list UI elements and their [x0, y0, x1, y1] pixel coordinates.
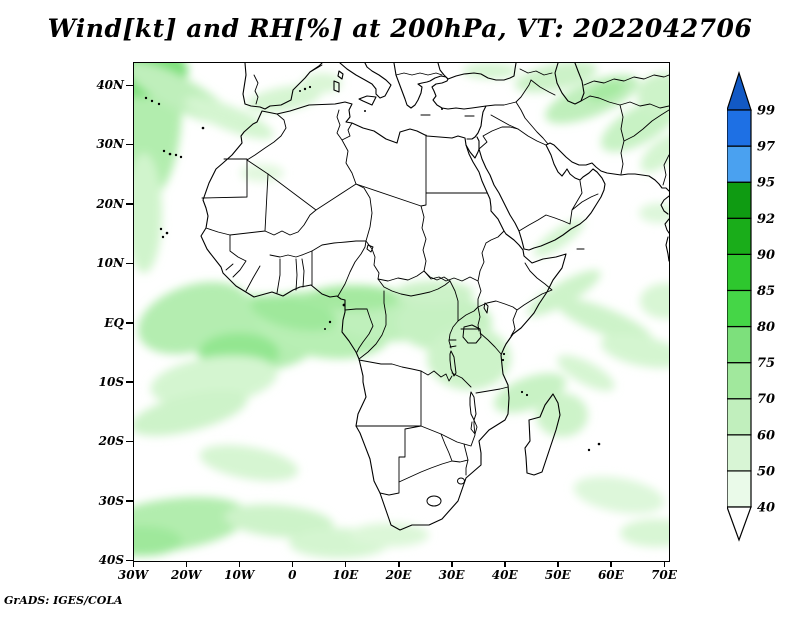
colorbar-top-arrow [726, 71, 752, 111]
colorbar-tick-label: 92 [757, 212, 775, 227]
colorbar-bottom-arrow [726, 506, 752, 542]
colorbar-segment [726, 109, 752, 147]
swaziland-border [457, 477, 465, 485]
colorbar-tick-label: 85 [757, 284, 775, 299]
lat-tick-label: 40S [98, 553, 124, 567]
colorbar-segment [726, 470, 752, 508]
lon-tick-mark [238, 561, 241, 567]
lon-tick-label: 60E [597, 568, 624, 582]
colorbar-segment [726, 145, 752, 183]
lon-tick-label: 30W [117, 568, 149, 582]
lon-tick-label: 10E [332, 568, 359, 582]
country-borders [201, 64, 669, 496]
colorbar-tick-label: 97 [757, 140, 775, 155]
lat-tick-label: 30N [96, 137, 124, 152]
lat-tick-mark [126, 262, 133, 265]
india-coast-fragment2 [664, 218, 669, 262]
italy-coastline [339, 63, 392, 99]
colorbar-tick-label: 75 [757, 356, 775, 371]
lat-tick-mark [126, 381, 133, 383]
lon-tick-mark [504, 561, 506, 567]
lon-tick-mark [291, 561, 294, 567]
india-coast-fragment [660, 195, 669, 215]
colorbar-segment [726, 253, 752, 292]
lon-tick-label: 20E [385, 568, 412, 582]
lon-tick-mark [610, 561, 612, 567]
lake-tanganyika [449, 350, 457, 377]
lesotho-border [426, 495, 442, 507]
lon-tick-mark [398, 561, 400, 567]
rh-shading [134, 63, 669, 558]
lon-tick-label: 20W [171, 568, 202, 582]
lon-tick-label: 70E [651, 568, 677, 582]
africa-coastline [200, 101, 567, 531]
colorbar-segment [726, 434, 752, 472]
colorbar-segment [726, 325, 752, 364]
caspian-sea [554, 63, 585, 105]
lat-tick-label: 10S [98, 374, 124, 389]
colorbar-tick-label: 90 [757, 248, 775, 263]
madagascar-coastline [524, 393, 561, 476]
colorbar-segment [726, 289, 752, 328]
colorbar-tick-label: 60 [757, 428, 775, 443]
iberia-coastline [242, 63, 323, 110]
lon-tick-mark [185, 561, 188, 567]
colorbar-segment [726, 398, 752, 436]
lake-malawi [469, 391, 477, 421]
lat-tick-label: 20N [96, 196, 124, 211]
lat-tick-label: 20S [98, 434, 124, 449]
colorbar-tick-label: 80 [757, 320, 775, 335]
colorbar-tick-label: 95 [757, 176, 775, 191]
grads-credit: GrADS: IGES/COLA [4, 594, 123, 607]
lat-tick-mark [126, 203, 133, 205]
lakes [366, 244, 489, 507]
lat-tick-mark [126, 322, 133, 324]
lat-tick-label: 30S [98, 493, 124, 508]
page-title: Wind[kt] and RH[%] at 200hPa, VT: 202204… [47, 14, 753, 43]
balkans-coastline [393, 63, 449, 109]
colorbar-segment [726, 217, 752, 255]
lat-tick-mark [126, 559, 133, 561]
arabia-coastline [478, 142, 669, 251]
lat-tick-label: 10N [96, 256, 124, 271]
colorbar-tick-label: 40 [757, 501, 775, 516]
colorbar-tick-label: 70 [757, 392, 775, 407]
colorbar-segment [726, 181, 752, 219]
colorbar-svg: 40 50 60 70 75 80 85 90 92 95 97 99 [726, 71, 775, 542]
lat-tick-label: EQ [104, 315, 124, 330]
lon-tick-label: 40E [491, 568, 518, 582]
lon-tick-mark [557, 561, 559, 567]
black-sea-south-coast [447, 63, 517, 81]
sardinia [333, 80, 340, 93]
lon-tick-label: 10W [224, 568, 255, 582]
colorbar-tick-label: 99 [757, 104, 775, 119]
islands [144, 85, 601, 452]
lat-tick-mark [126, 440, 133, 443]
lon-tick-label: 0 [288, 568, 297, 582]
lon-tick-label: 30E [438, 568, 465, 582]
map-plot-area [133, 62, 670, 562]
lake-victoria [462, 324, 482, 344]
colorbar-tick-label: 50 [757, 464, 775, 479]
lon-tick-mark [344, 561, 347, 567]
lat-tick-mark [126, 500, 133, 502]
sicily [358, 95, 377, 106]
lake-turkana [483, 302, 489, 314]
lon-tick-label: 50E [544, 568, 571, 582]
lat-tick-mark [126, 143, 133, 146]
lat-tick-label: 40N [96, 78, 124, 92]
lon-tick-mark [663, 561, 665, 567]
lat-tick-mark [126, 84, 133, 86]
corsica [337, 70, 344, 80]
rh-colorbar: 40 50 60 70 75 80 85 90 92 95 97 99 [726, 70, 791, 550]
lon-tick-mark [451, 561, 453, 567]
anatolia-levant-coastline [431, 63, 487, 140]
lake-chad [366, 244, 374, 253]
lon-tick-mark [132, 561, 134, 567]
coastlines [200, 63, 669, 531]
sinai-coastline [465, 136, 480, 159]
colorbar-segment [726, 362, 752, 400]
africa-map-svg [134, 63, 669, 558]
